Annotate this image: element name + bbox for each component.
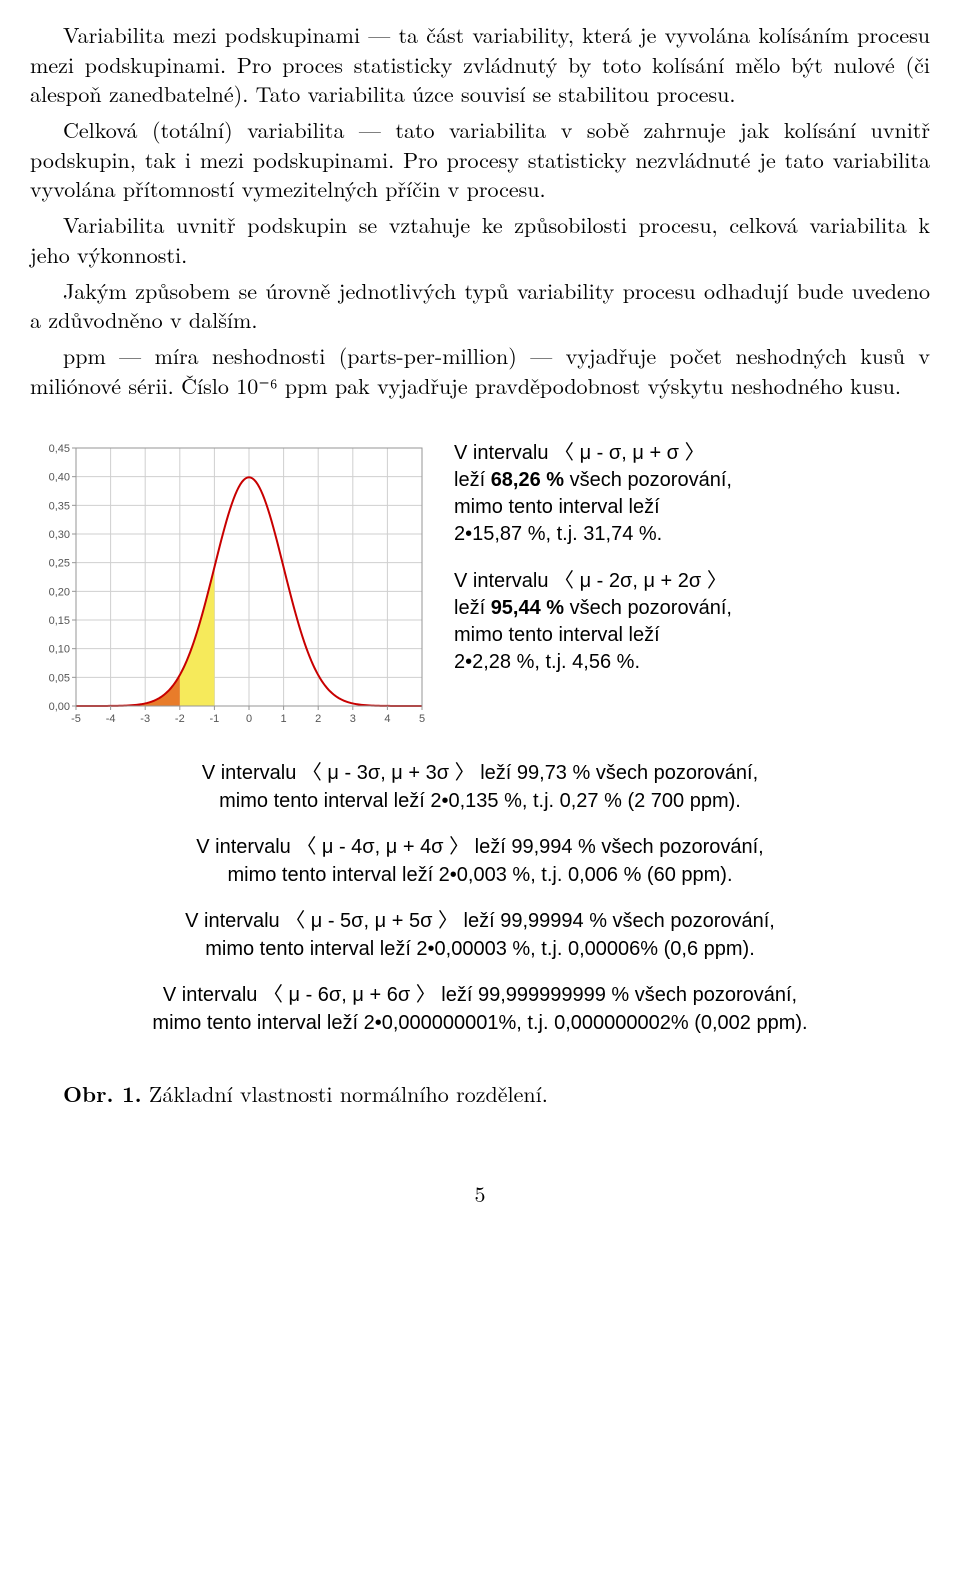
svg-text:2: 2 — [315, 713, 321, 725]
line: mimo tento interval leží 2•0,00003 %, t.… — [205, 938, 755, 960]
line: mimo tento interval leží — [454, 496, 660, 518]
interval-4sigma: V intervalu 〈 μ - 4σ, μ + 4σ 〉 leží 99,9… — [30, 833, 930, 889]
line: 2•15,87 %, t.j. 31,74 %. — [454, 523, 662, 545]
interval-5sigma: V intervalu 〈 μ - 5σ, μ + 5σ 〉 leží 99,9… — [30, 907, 930, 963]
line: mimo tento interval leží 2•0,135 %, t.j.… — [219, 790, 741, 812]
normal-dist-chart: -5 -4 -3 -2 -1 0 1 2 3 4 5 0,00 0,05 0,10 0,15 0,20 0,25… — [30, 440, 430, 737]
line: leží 68,26 % všech pozorování, — [454, 469, 732, 491]
svg-text:-4: -4 — [106, 713, 116, 725]
svg-text:0,40: 0,40 — [49, 472, 70, 484]
interval-2sigma: V intervalu 〈 μ - 2σ, μ + 2σ 〉 leží 95,4… — [454, 568, 930, 676]
svg-text:0,25: 0,25 — [49, 558, 70, 570]
svg-text:-1: -1 — [210, 713, 220, 725]
line: V intervalu 〈 μ - 4σ, μ + 4σ 〉 leží 99,9… — [196, 836, 763, 858]
para-1: Variabilita mezi podskupinami — ta část … — [30, 20, 930, 109]
side-text-block: V intervalu 〈 μ - σ, μ + σ 〉 leží 68,26 … — [454, 440, 930, 696]
para-4: Jakým způsobem se úrovně jednotlivých ty… — [30, 276, 930, 335]
para-3: Variabilita uvnitř podskupin se vztahuje… — [30, 210, 930, 269]
line: V intervalu 〈 μ - 5σ, μ + 5σ 〉 leží 99,9… — [185, 910, 775, 932]
line: V intervalu 〈 μ - σ, μ + σ 〉 — [454, 442, 705, 464]
svg-text:0,35: 0,35 — [49, 501, 70, 513]
svg-text:1: 1 — [281, 713, 287, 725]
figure-row: -5 -4 -3 -2 -1 0 1 2 3 4 5 0,00 0,05 0,10 0,15 0,20 0,25… — [30, 440, 930, 737]
interval-1sigma: V intervalu 〈 μ - σ, μ + σ 〉 leží 68,26 … — [454, 440, 930, 548]
line: mimo tento interval leží 2•0,000000001%,… — [152, 1012, 807, 1034]
center-intervals: V intervalu 〈 μ - 3σ, μ + 3σ 〉 leží 99,7… — [30, 759, 930, 1037]
svg-text:5: 5 — [419, 713, 425, 725]
caption-label: Obr. 1. — [63, 1078, 142, 1109]
svg-text:-5: -5 — [71, 713, 81, 725]
svg-text:0,00: 0,00 — [49, 701, 70, 713]
line: V intervalu 〈 μ - 2σ, μ + 2σ 〉 — [454, 570, 727, 592]
para-2: Celková (totální) variabilita — tato var… — [30, 115, 930, 204]
svg-text:4: 4 — [384, 713, 390, 725]
svg-text:0,20: 0,20 — [49, 587, 70, 599]
svg-text:0,15: 0,15 — [49, 615, 70, 627]
figure-caption: Obr. 1. Základní vlastnosti normálního r… — [30, 1079, 930, 1109]
line: leží 95,44 % všech pozorování, — [454, 597, 732, 619]
svg-text:3: 3 — [350, 713, 356, 725]
line: V intervalu 〈 μ - 3σ, μ + 3σ 〉 leží 99,7… — [202, 762, 758, 784]
svg-text:0,10: 0,10 — [49, 644, 70, 656]
svg-text:0,45: 0,45 — [49, 443, 70, 455]
svg-text:-2: -2 — [175, 713, 185, 725]
svg-text:0: 0 — [246, 713, 252, 725]
line: mimo tento interval leží — [454, 624, 660, 646]
page-number: 5 — [30, 1179, 930, 1209]
chart-svg: -5 -4 -3 -2 -1 0 1 2 3 4 5 0,00 0,05 0,10 0,15 0,20 0,25… — [30, 440, 430, 730]
svg-text:0,05: 0,05 — [49, 673, 70, 685]
line: 2•2,28 %, t.j. 4,56 %. — [454, 651, 640, 673]
svg-text:-3: -3 — [140, 713, 150, 725]
line: mimo tento interval leží 2•0,003 %, t.j.… — [227, 864, 732, 886]
svg-text:0,30: 0,30 — [49, 529, 70, 541]
caption-text: Základní vlastnosti normálního rozdělení… — [142, 1078, 548, 1109]
line: V intervalu 〈 μ - 6σ, μ + 6σ 〉 leží 99,9… — [163, 984, 797, 1006]
para-5: ppm — míra neshodnosti (parts-per-millio… — [30, 341, 930, 400]
interval-6sigma: V intervalu 〈 μ - 6σ, μ + 6σ 〉 leží 99,9… — [30, 981, 930, 1037]
interval-3sigma: V intervalu 〈 μ - 3σ, μ + 3σ 〉 leží 99,7… — [30, 759, 930, 815]
